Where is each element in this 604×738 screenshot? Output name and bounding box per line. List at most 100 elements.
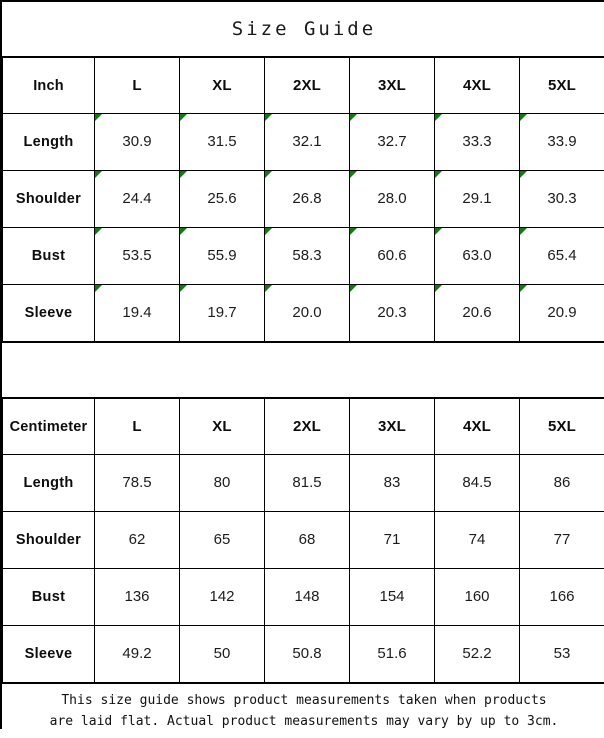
size-label-5xl: 5XL	[548, 418, 576, 435]
cell-length-3xl-inch: 32.7	[350, 114, 435, 171]
cell-value: 26.8	[292, 190, 321, 207]
comment-flag-icon	[435, 285, 442, 292]
size-label-4xl: 4XL	[463, 418, 491, 435]
title-table: Size Guide	[2, 2, 604, 57]
spacer-row	[2, 343, 604, 398]
cm-header-xl: XL	[180, 399, 265, 455]
cell-length-xl-inch: 31.5	[180, 114, 265, 171]
table-row: Bust 53.5 55.9 58.3 60.6	[3, 228, 604, 285]
row-header-length-inch: Length	[3, 114, 95, 171]
cell-bust-l-inch: 53.5	[95, 228, 180, 285]
inch-header-row: Inch L XL 2XL 3XL 4XL 5XL	[3, 58, 604, 114]
comment-flag-icon	[350, 285, 357, 292]
cell-sleeve-4xl-cm: 52.2	[435, 626, 520, 683]
cell-value: 58.3	[292, 247, 321, 264]
cell-shoulder-5xl-inch: 30.3	[520, 171, 604, 228]
cell-bust-2xl-inch: 58.3	[265, 228, 350, 285]
row-header-bust-inch: Bust	[3, 228, 95, 285]
cell-length-xl-cm: 80	[180, 455, 265, 512]
cell-value: 32.7	[377, 133, 406, 150]
cell-length-2xl-inch: 32.1	[265, 114, 350, 171]
cell-value: 20.3	[377, 304, 406, 321]
cell-value: 30.9	[122, 133, 151, 150]
cell-length-5xl-inch: 33.9	[520, 114, 604, 171]
comment-flag-icon	[435, 228, 442, 235]
size-label-3xl: 3XL	[378, 418, 406, 435]
footer-row: This size guide shows product measuremen…	[2, 684, 604, 738]
footer-note-line-1: This size guide shows product measuremen…	[2, 690, 604, 711]
cell-value: 60.6	[377, 247, 406, 264]
cell-bust-l-cm: 136	[95, 569, 180, 626]
cell-value: 65	[214, 531, 231, 548]
cell-bust-3xl-inch: 60.6	[350, 228, 435, 285]
title-cell: Size Guide	[2, 2, 604, 57]
cell-shoulder-3xl-cm: 71	[350, 512, 435, 569]
cell-value: 53	[554, 645, 571, 662]
size-label-2xl: 2XL	[293, 418, 321, 435]
comment-flag-icon	[520, 285, 527, 292]
cell-value: 28.0	[377, 190, 406, 207]
cell-value: 52.2	[462, 645, 491, 662]
cell-value: 77	[554, 531, 571, 548]
cell-value: 50.8	[292, 645, 321, 662]
measurement-label: Sleeve	[25, 646, 73, 662]
comment-flag-icon	[180, 285, 187, 292]
centimeter-header-row: Centimeter L XL 2XL 3XL 4XL 5XL	[3, 399, 604, 455]
comment-flag-icon	[95, 114, 102, 121]
cell-value: 71	[384, 531, 401, 548]
comment-flag-icon	[95, 285, 102, 292]
comment-flag-icon	[265, 285, 272, 292]
cell-length-l-cm: 78.5	[95, 455, 180, 512]
cm-header-5xl: 5XL	[520, 399, 604, 455]
cell-sleeve-3xl-cm: 51.6	[350, 626, 435, 683]
inch-header-3xl: 3XL	[350, 58, 435, 114]
cell-value: 84.5	[462, 474, 491, 491]
cell-value: 63.0	[462, 247, 491, 264]
cell-value: 160	[464, 588, 489, 605]
row-header-shoulder-inch: Shoulder	[3, 171, 95, 228]
cell-bust-xl-inch: 55.9	[180, 228, 265, 285]
cell-value: 74	[469, 531, 486, 548]
size-label-l: L	[132, 77, 141, 94]
cell-length-2xl-cm: 81.5	[265, 455, 350, 512]
comment-flag-icon	[180, 114, 187, 121]
row-header-sleeve-cm: Sleeve	[3, 626, 95, 683]
cell-length-l-inch: 30.9	[95, 114, 180, 171]
cell-value: 55.9	[207, 247, 236, 264]
row-header-bust-cm: Bust	[3, 569, 95, 626]
cell-value: 32.1	[292, 133, 321, 150]
cell-value: 148	[294, 588, 319, 605]
footer-table: This size guide shows product measuremen…	[2, 683, 604, 738]
cell-length-4xl-cm: 84.5	[435, 455, 520, 512]
cell-value: 81.5	[292, 474, 321, 491]
inch-unit-header: Inch	[3, 58, 95, 114]
inch-header-l: L	[95, 58, 180, 114]
cell-value: 68	[299, 531, 316, 548]
cell-value: 33.9	[547, 133, 576, 150]
spacer-table	[2, 342, 604, 398]
size-label-2xl: 2XL	[293, 77, 321, 94]
cm-header-3xl: 3XL	[350, 399, 435, 455]
cell-shoulder-2xl-cm: 68	[265, 512, 350, 569]
cm-header-l: L	[95, 399, 180, 455]
table-row: Shoulder 62 65 68 71 74 77	[3, 512, 604, 569]
cell-value: 166	[549, 588, 574, 605]
cell-value: 20.9	[547, 304, 576, 321]
cell-value: 49.2	[122, 645, 151, 662]
cell-value: 33.3	[462, 133, 491, 150]
comment-flag-icon	[95, 228, 102, 235]
cell-shoulder-5xl-cm: 77	[520, 512, 604, 569]
measurement-label: Length	[23, 475, 73, 491]
comment-flag-icon	[350, 114, 357, 121]
comment-flag-icon	[520, 228, 527, 235]
cell-sleeve-5xl-cm: 53	[520, 626, 604, 683]
comment-flag-icon	[265, 228, 272, 235]
inch-header-4xl: 4XL	[435, 58, 520, 114]
measurement-label: Sleeve	[25, 305, 73, 321]
cell-value: 53.5	[122, 247, 151, 264]
size-label-xl: XL	[212, 77, 232, 94]
cell-bust-5xl-cm: 166	[520, 569, 604, 626]
measurement-label: Shoulder	[16, 191, 81, 207]
cell-sleeve-xl-inch: 19.7	[180, 285, 265, 342]
cell-bust-4xl-inch: 63.0	[435, 228, 520, 285]
